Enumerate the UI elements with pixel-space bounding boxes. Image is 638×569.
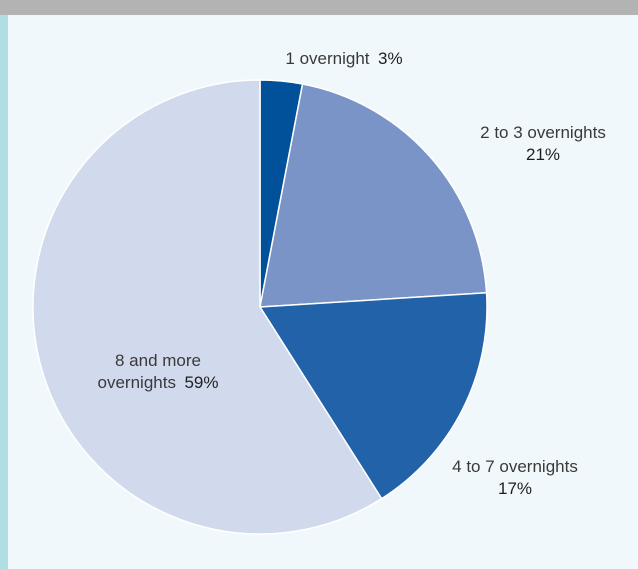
top-band [0, 0, 638, 15]
pie-slices [32, 79, 488, 535]
pie-slice [259, 292, 488, 500]
left-band [0, 15, 8, 569]
slice-label: 8 and more overnights 59% [98, 351, 219, 392]
slice-percent: 3% [378, 49, 403, 68]
slice-percent: 59% [184, 373, 218, 392]
pie-slice [259, 83, 488, 308]
slice-percent: 17% [498, 479, 532, 498]
slice-label: 1 overnight 3% [285, 49, 402, 68]
slice-label: 4 to 7 overnights 17% [452, 457, 578, 498]
slice-label: 2 to 3 overnights 21% [480, 123, 606, 164]
pie-slice [32, 79, 383, 535]
slice-percent: 21% [526, 145, 560, 164]
pie-labels: 1 overnight 3% 2 to 3 overnights 21% 4 to 7… [98, 49, 606, 498]
